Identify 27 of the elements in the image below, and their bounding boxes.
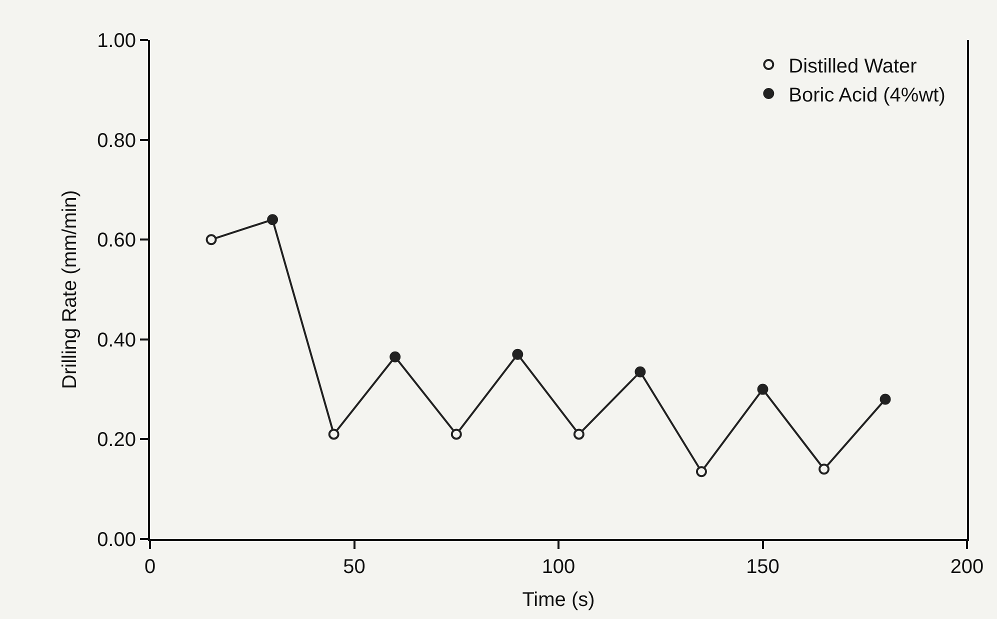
point [880, 394, 891, 405]
y-tick-label: 0.20 [97, 429, 136, 452]
point [757, 384, 768, 395]
x-tick-label: 100 [542, 556, 576, 578]
point [634, 366, 646, 378]
point [390, 351, 401, 362]
point [696, 466, 707, 478]
point [573, 428, 584, 440]
y-tick-label: 0.00 [97, 529, 136, 551]
y-tick-label: 0.60 [97, 230, 136, 252]
x-tick-label: 200 [950, 556, 984, 578]
x-axis-title: Time (s) [522, 589, 595, 611]
point [328, 428, 340, 440]
point [512, 348, 524, 360]
y-tick-label: 0.80 [97, 130, 136, 152]
point [267, 214, 278, 226]
y-tick-label: 1.00 [97, 30, 136, 52]
y-tick-label: 0.40 [97, 329, 136, 352]
x-tick-label: 50 [343, 556, 366, 578]
point [450, 428, 462, 440]
point [206, 234, 217, 246]
legend-label: Boric Acid (4%wt) [788, 84, 946, 106]
y-axis-title: Drilling Rate (mm/min) [59, 190, 82, 389]
point [818, 464, 830, 475]
legend-label: Distilled Water [788, 55, 918, 78]
x-tick-label: 0 [144, 556, 156, 578]
x-tick-label: 150 [746, 556, 780, 578]
